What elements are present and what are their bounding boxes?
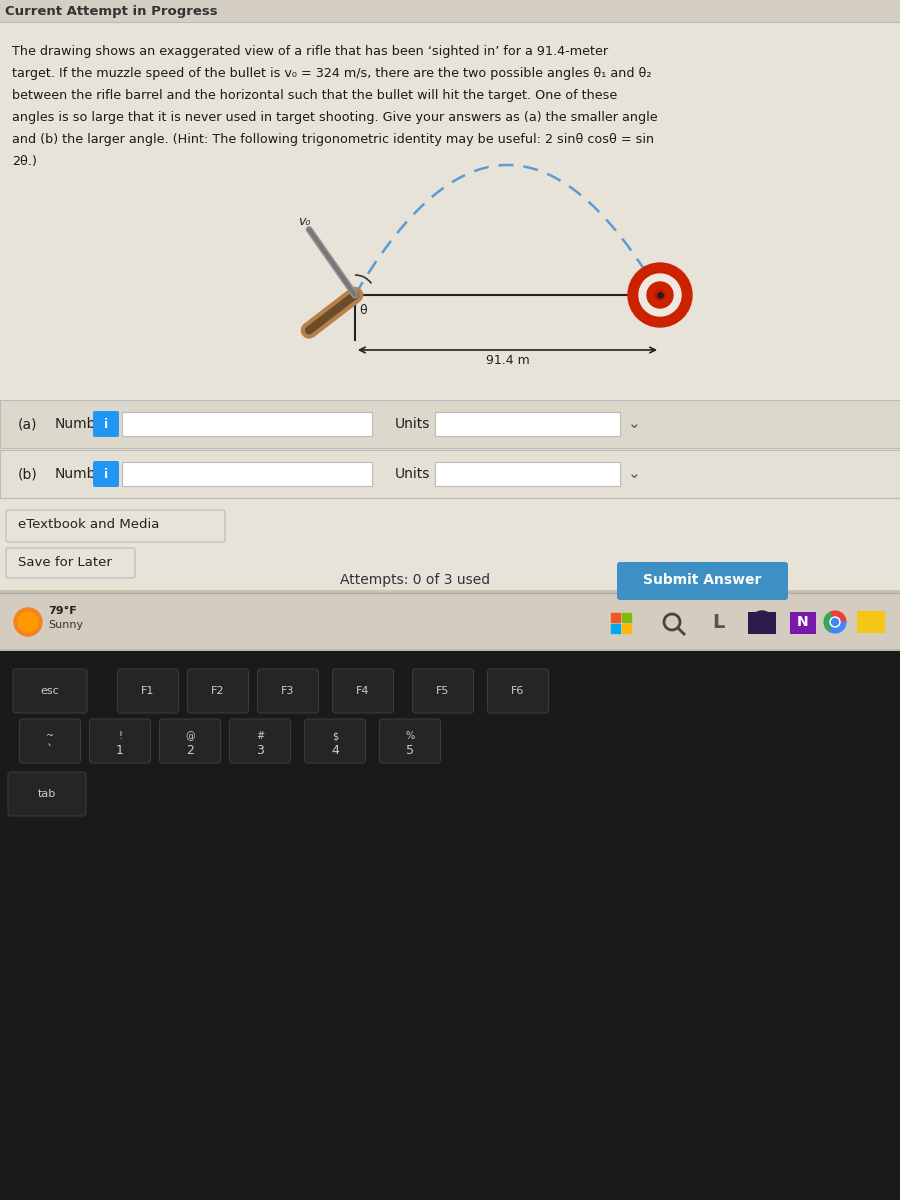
Text: The drawing shows an exaggerated view of a rifle that has been ‘sighted in’ for : The drawing shows an exaggerated view of…: [12, 44, 608, 58]
Text: 2θ.): 2θ.): [12, 155, 37, 168]
Text: F1: F1: [141, 686, 155, 696]
Circle shape: [655, 290, 665, 300]
Text: 91.4 m: 91.4 m: [486, 354, 529, 366]
Bar: [122, 412, 372, 436]
Text: 4: 4: [331, 744, 339, 757]
Circle shape: [18, 612, 38, 632]
FancyBboxPatch shape: [230, 719, 291, 763]
Text: tab: tab: [38, 790, 56, 799]
Text: i: i: [104, 468, 108, 480]
Circle shape: [14, 608, 42, 636]
Text: angles is so large that it is never used in target shooting. Give your answers a: angles is so large that it is never used…: [12, 110, 658, 124]
Text: L: L: [712, 612, 724, 631]
Text: F3: F3: [282, 686, 294, 696]
Text: F5: F5: [436, 686, 450, 696]
Bar: [0, 593, 900, 650]
Bar: [0, 400, 900, 448]
Wedge shape: [830, 622, 846, 634]
Bar: [622, 613, 631, 622]
Bar: [0, 650, 900, 1200]
Text: Attempts: 0 of 3 used: Attempts: 0 of 3 used: [340, 572, 490, 587]
FancyBboxPatch shape: [89, 719, 150, 763]
Bar: [0, 450, 900, 498]
Text: Number: Number: [55, 467, 111, 481]
Text: $: $: [332, 732, 338, 742]
Bar: [0, 0, 900, 22]
FancyBboxPatch shape: [617, 562, 788, 600]
Text: i: i: [104, 418, 108, 431]
Wedge shape: [824, 612, 835, 631]
Text: `: `: [47, 744, 53, 757]
Text: F2: F2: [212, 686, 225, 696]
Text: ⌄: ⌄: [628, 416, 641, 432]
FancyBboxPatch shape: [118, 670, 178, 713]
Text: Current Attempt in Progress: Current Attempt in Progress: [5, 5, 218, 18]
FancyBboxPatch shape: [93, 461, 119, 487]
Text: N: N: [797, 614, 809, 629]
Text: Units: Units: [395, 416, 430, 431]
FancyBboxPatch shape: [8, 772, 86, 816]
FancyBboxPatch shape: [20, 719, 80, 763]
Circle shape: [832, 618, 839, 625]
Text: θ: θ: [359, 304, 367, 317]
Bar: [790, 612, 816, 634]
FancyBboxPatch shape: [380, 719, 440, 763]
Circle shape: [647, 282, 673, 308]
Text: target. If the muzzle speed of the bullet is v₀ = 324 m/s, there are the two pos: target. If the muzzle speed of the bulle…: [12, 66, 652, 79]
FancyBboxPatch shape: [304, 719, 365, 763]
Circle shape: [751, 611, 773, 634]
Text: F6: F6: [511, 686, 525, 696]
Text: ⌄: ⌄: [628, 467, 641, 481]
Text: Save for Later: Save for Later: [18, 556, 112, 569]
Bar: [611, 624, 620, 634]
FancyBboxPatch shape: [6, 548, 135, 578]
Text: %: %: [405, 732, 415, 742]
Text: 2: 2: [186, 744, 194, 757]
Text: (b): (b): [18, 467, 38, 481]
Text: F4: F4: [356, 686, 370, 696]
Text: between the rifle barrel and the horizontal such that the bullet will hit the ta: between the rifle barrel and the horizon…: [12, 89, 617, 102]
Text: !: !: [118, 732, 122, 742]
Text: Sunny: Sunny: [48, 620, 83, 630]
Bar: [0, 0, 900, 590]
Bar: [748, 612, 776, 634]
Bar: [0, 649, 900, 650]
Text: v₀: v₀: [298, 215, 310, 228]
FancyBboxPatch shape: [187, 670, 248, 713]
FancyBboxPatch shape: [857, 611, 885, 634]
Wedge shape: [830, 611, 846, 622]
Text: (a): (a): [18, 416, 38, 431]
Bar: [435, 462, 620, 486]
Bar: [611, 613, 620, 622]
Text: esc: esc: [40, 686, 59, 696]
FancyBboxPatch shape: [13, 670, 87, 713]
Circle shape: [824, 611, 846, 634]
Bar: [622, 624, 631, 634]
FancyBboxPatch shape: [159, 719, 220, 763]
Text: ~: ~: [46, 732, 54, 742]
Text: @: @: [185, 732, 194, 742]
FancyBboxPatch shape: [412, 670, 473, 713]
Text: 1: 1: [116, 744, 124, 757]
Text: 5: 5: [406, 744, 414, 757]
FancyBboxPatch shape: [93, 410, 119, 437]
FancyBboxPatch shape: [6, 510, 225, 542]
FancyBboxPatch shape: [488, 670, 548, 713]
Text: Units: Units: [395, 467, 430, 481]
Text: Number: Number: [55, 416, 111, 431]
FancyBboxPatch shape: [332, 670, 393, 713]
Text: eTextbook and Media: eTextbook and Media: [18, 518, 159, 532]
Circle shape: [830, 617, 840, 626]
Circle shape: [639, 274, 681, 316]
Text: #: #: [256, 732, 264, 742]
Bar: [435, 412, 620, 436]
Text: 79°F: 79°F: [48, 606, 76, 616]
Text: Submit Answer: Submit Answer: [643, 572, 761, 587]
Circle shape: [628, 263, 692, 326]
Text: and (b) the larger angle. (Hint: The following trigonometric identity may be use: and (b) the larger angle. (Hint: The fol…: [12, 132, 654, 145]
Bar: [122, 462, 372, 486]
FancyBboxPatch shape: [257, 670, 319, 713]
Text: 3: 3: [256, 744, 264, 757]
